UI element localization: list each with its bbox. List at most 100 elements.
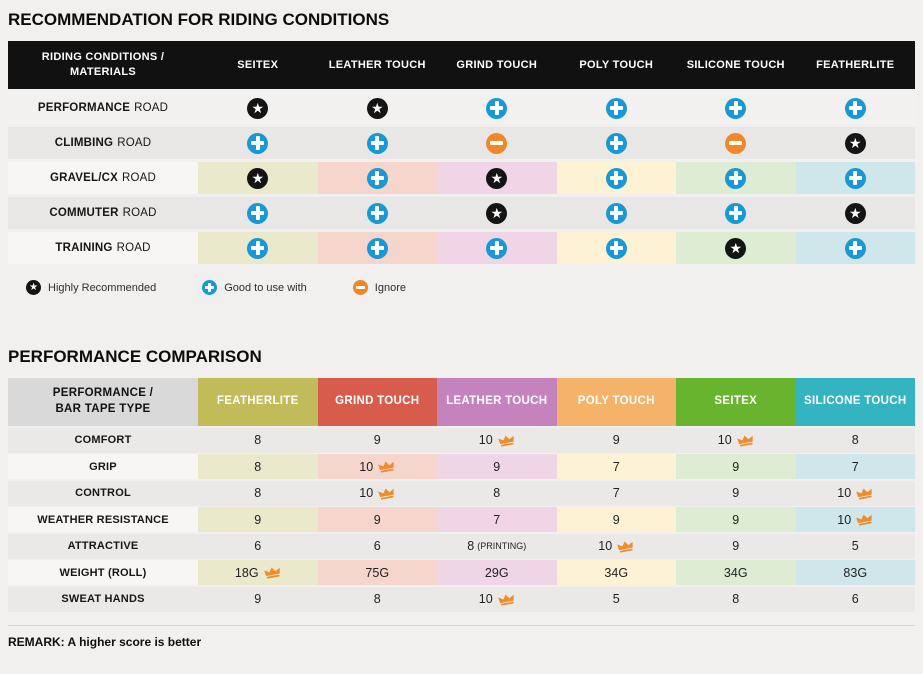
header-cell: SEITEX [237, 58, 279, 71]
score-cell: 7 [437, 507, 557, 532]
score-cell: 10 [795, 480, 915, 506]
score-value: 5 [612, 592, 620, 606]
score-cell: 9 [437, 454, 557, 479]
star-icon: ★ [366, 97, 388, 119]
plus-icon [366, 132, 388, 154]
crown-icon [855, 486, 874, 500]
rating-cell: ★ [437, 197, 557, 229]
header-cell: SILICONE TOUCH [686, 58, 785, 71]
score-value: 34G [723, 565, 748, 580]
legend-label: Highly Recommended [48, 281, 157, 294]
crown-icon [855, 513, 874, 527]
score-cell: 5 [556, 586, 676, 612]
plus-icon [247, 202, 269, 224]
score-value: 9 [373, 512, 381, 527]
header-cell: GRIND TOUCH [317, 378, 437, 426]
rating-cell [795, 232, 915, 264]
plus-icon [605, 202, 627, 224]
crown-icon [497, 433, 516, 447]
score-note: (PRINTING) [477, 541, 527, 551]
score-value: 6 [254, 539, 262, 553]
star-icon: ★ [486, 202, 508, 224]
score-value: 9 [612, 433, 620, 447]
header-cell: POLY TOUCH [556, 378, 676, 426]
rating-cell [317, 127, 437, 159]
score-cell: 8 [198, 427, 318, 453]
plus-icon [725, 97, 747, 119]
row-label: GRIP [8, 454, 198, 479]
rating-cell: ★ [795, 127, 915, 159]
legend-label: Ignore [374, 281, 406, 294]
plus-icon [486, 237, 508, 259]
rating-cell [676, 162, 796, 194]
rating-cell [556, 92, 676, 124]
crown-icon [497, 592, 516, 606]
row-label: COMMUTER ROAD [8, 197, 198, 229]
row-label: GRAVEL/CX ROAD [8, 162, 198, 194]
table-row: CLIMBING ROAD ★ [8, 127, 915, 159]
plus-icon [366, 237, 388, 259]
row-label: COMFORT [8, 427, 198, 453]
table-row: GRAVEL/CX ROAD ★ ★ [8, 162, 915, 194]
score-value: 9 [612, 512, 620, 527]
row-label: WEATHER RESISTANCE [8, 507, 198, 532]
plus-icon [202, 280, 218, 295]
rating-cell [556, 232, 676, 264]
plus-icon [605, 97, 627, 119]
score-value: 9 [732, 459, 740, 474]
table2-title: PERFORMANCE COMPARISON [8, 347, 262, 366]
score-cell: 8 [437, 480, 557, 506]
score-cell: 29G [437, 560, 557, 585]
row-label: TRAINING ROAD [8, 232, 198, 264]
score-value: 9 [493, 459, 501, 474]
score-value: 6 [373, 539, 381, 553]
score-cell: 5 [795, 533, 915, 559]
score-cell: 9 [676, 533, 796, 559]
score-value: 7 [612, 459, 620, 474]
score-value: 6 [851, 592, 859, 606]
score-cell: 8 [795, 427, 915, 453]
score-cell: 6 [317, 533, 437, 559]
header-cell: POLY TOUCH [579, 58, 654, 71]
performance-table: PERFORMANCE / BAR TAPE TYPE FEATHERLITE GR… [8, 378, 915, 612]
score-value: 9 [732, 486, 740, 500]
table-row: PERFORMANCE ROAD ★ ★ [8, 92, 915, 124]
star-icon: ★ [844, 132, 866, 154]
score-value: 10 [359, 486, 374, 500]
score-value: 18G [234, 565, 259, 580]
performance-rows: COMFORT 8 9 10 9 10 8 GRIP 8 10 9 7 9 7 CONTROL 8 10 8 7 9 1… [8, 427, 915, 612]
score-cell: 10 [795, 507, 915, 532]
minus-icon [486, 132, 508, 154]
rating-cell [198, 127, 318, 159]
rating-cell [317, 197, 437, 229]
rating-cell: ★ [795, 197, 915, 229]
rating-cell [556, 162, 676, 194]
plus-icon [844, 167, 866, 189]
score-value: 83G [843, 565, 868, 580]
row-label: ATTRACTIVE [8, 533, 198, 559]
row-label: SWEAT HANDS [8, 586, 198, 612]
rating-cell [676, 197, 796, 229]
score-cell: 9 [198, 586, 318, 612]
score-cell: 7 [556, 480, 676, 506]
score-cell: 8 [676, 586, 796, 612]
rating-cell [795, 162, 915, 194]
plus-icon [605, 167, 627, 189]
header-cell: LEATHER TOUCH [437, 378, 557, 426]
score-value: 8 [254, 459, 262, 474]
legend-item: Good to use with [202, 280, 307, 295]
score-cell: 9 [556, 427, 676, 453]
score-cell: 8 (PRINTING) [437, 533, 557, 559]
table-row: GRIP 8 10 9 7 9 7 [8, 454, 915, 479]
score-value: 7 [493, 512, 501, 527]
score-cell: 34G [556, 560, 676, 585]
row-label: CLIMBING ROAD [8, 127, 198, 159]
score-cell: 7 [556, 454, 676, 479]
table-row: TRAINING ROAD ★ [8, 232, 915, 264]
rating-cell: ★ [437, 162, 557, 194]
score-cell: 8 [198, 480, 318, 506]
header-cell: FEATHERLITE [198, 378, 318, 426]
score-value: 8 [254, 433, 262, 447]
header-cell-label: PERFORMANCE / BAR TAPE TYPE [8, 378, 198, 426]
star-icon: ★ [26, 280, 41, 295]
